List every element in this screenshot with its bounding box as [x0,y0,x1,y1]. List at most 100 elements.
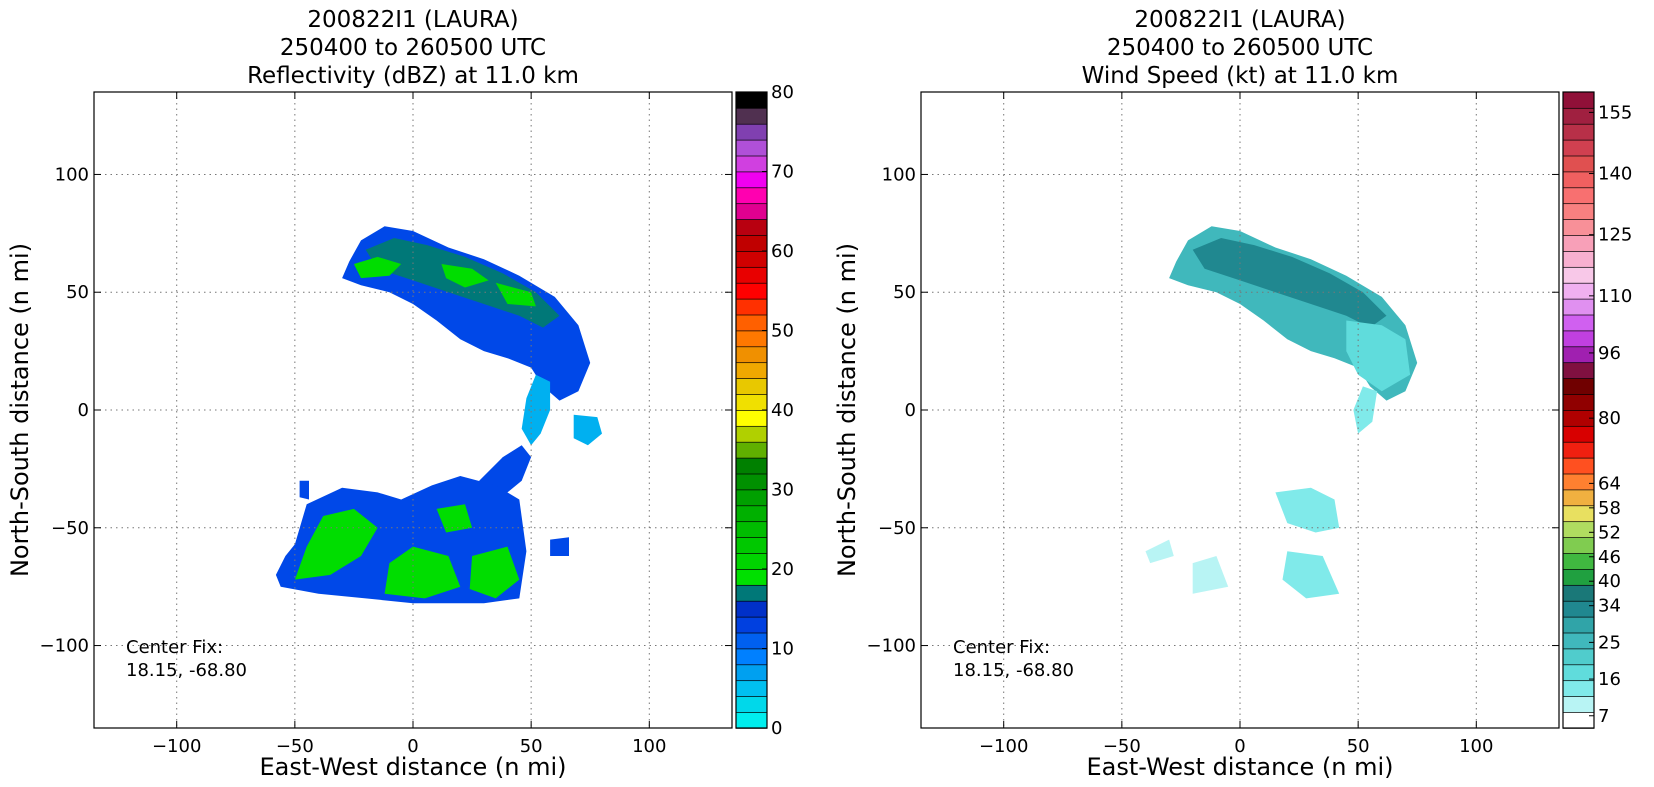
colorbar-segment [1562,330,1595,348]
x-tick-label: 50 [1347,736,1370,757]
colorbar-segment [1562,187,1595,205]
chart-title-line3: Wind Speed (kt) at 11.0 km [1081,63,1399,89]
colorbar-segment [1562,648,1595,666]
colorbar-segment [1562,584,1595,602]
colorbar-segment [1562,155,1595,173]
y-tick-label: −50 [51,518,89,539]
y-tick-label: 100 [55,164,89,185]
colorbar-segment [735,648,768,666]
colorbar-segment [735,250,768,268]
colorbar-segment [1562,107,1595,125]
colorbar-segment [1562,679,1595,697]
colorbar-tick-label: 10 [771,639,794,660]
y-tick-label: −50 [878,518,916,539]
colorbar-tick-label: 80 [771,82,794,103]
colorbar-segment [735,107,768,125]
colorbar-segment [735,155,768,173]
y-tick-label: 50 [893,282,916,303]
data-region-patch-e [550,537,569,556]
y-axis-label: North-South distance (n mi) [833,243,861,577]
colorbar-segment [735,218,768,236]
colorbar-segment [735,393,768,411]
colorbar-tick-label: 125 [1598,225,1632,246]
chart-title-line1: 200822I1 (LAURA) [1134,7,1346,33]
colorbar-tick-label: 30 [771,480,794,501]
data-region-south-green-1 [294,508,378,580]
colorbar-segment [735,346,768,364]
colorbar-segment [735,473,768,491]
data-region-tail-1 [521,374,551,446]
x-tick-label: −50 [1103,736,1141,757]
colorbar-segment [1562,218,1595,236]
colorbar-segment [1562,568,1595,586]
colorbar-segment [735,679,768,697]
colorbar-segment [735,139,768,157]
colorbar-segment [1562,695,1595,713]
colorbar-segment [1562,489,1595,507]
colorbar-segment [1562,250,1595,268]
colorbar-segment [1562,425,1595,443]
data-region-tail [1353,386,1378,434]
colorbar-segment [735,695,768,713]
colorbar-tick-label: 25 [1598,632,1621,653]
chart-title-line2: 250400 to 260500 UTC [279,35,547,61]
colorbar-segment [735,505,768,523]
data-region-tail-2 [573,414,602,446]
colorbar-segment [735,314,768,332]
colorbar-segment [1562,616,1595,634]
x-tick-label: 100 [1459,736,1493,757]
colorbar-segment [1562,457,1595,475]
reflectivity-panel: 200822I1 (LAURA) 250400 to 260500 UTC Re… [6,7,794,781]
data-region-south-green-4 [436,504,473,533]
y-tick-label: 100 [882,164,916,185]
colorbar-segment [735,552,768,570]
colorbar-tick-label: 52 [1598,522,1621,543]
colorbar-segment [1562,314,1595,332]
colorbar-segment [735,266,768,284]
x-tick-label: 0 [1234,736,1245,757]
chart-title-line2: 250400 to 260500 UTC [1106,35,1374,61]
colorbar-tick-label: 40 [1598,571,1621,592]
colorbar-tick-label: 20 [771,559,794,580]
colorbar-segment [735,711,768,729]
colorbar-segment [735,377,768,395]
colorbar-segment [1562,298,1595,316]
data-region-north-green-2 [441,264,489,288]
colorbar-tick-label: 7 [1598,706,1609,727]
colorbar-segment [1562,139,1595,157]
colorbar-segment [1562,664,1595,682]
y-tick-label: 0 [905,400,916,421]
wind-speed-plot: −100 −50 0 50 100 −100 −50 0 50 100 East-West dist… [833,91,1632,781]
colorbar-tick-label: 16 [1598,669,1621,690]
x-axis-label: East-West distance (n mi) [259,753,566,781]
colorbar-segment [735,568,768,586]
center-fix-label: Center Fix: [126,637,224,658]
y-tick-label: −100 [40,636,89,657]
colorbar-segment [1562,520,1595,538]
data-region-north-green-1 [353,256,402,279]
colorbar-segment [735,123,768,141]
colorbar-segment [1562,441,1595,459]
colorbar-tick-label: 46 [1598,547,1621,568]
x-tick-label: 0 [407,736,418,757]
colorbar-tick-label: 96 [1598,343,1621,364]
colorbar-segment [1562,632,1595,650]
y-tick-label: 50 [66,282,89,303]
data-region-south-3 [1282,551,1340,599]
data-region-south-1 [1275,487,1340,533]
colorbar-segment [735,536,768,554]
data-region-north-light [1346,320,1411,392]
x-tick-label: −50 [276,736,314,757]
center-fix-value: 18.15, -68.80 [126,660,247,681]
data-region-south-2 [1192,556,1229,594]
colorbar-segment [735,202,768,220]
colorbar-segment [735,600,768,618]
colorbar-segment [735,409,768,427]
x-tick-label: 100 [632,736,666,757]
colorbar-tick-label: 70 [771,162,794,183]
x-tick-label: 50 [520,736,543,757]
y-axis-label: North-South distance (n mi) [6,243,34,577]
x-tick-label: −100 [979,736,1028,757]
colorbar-tick-label: 60 [771,241,794,262]
